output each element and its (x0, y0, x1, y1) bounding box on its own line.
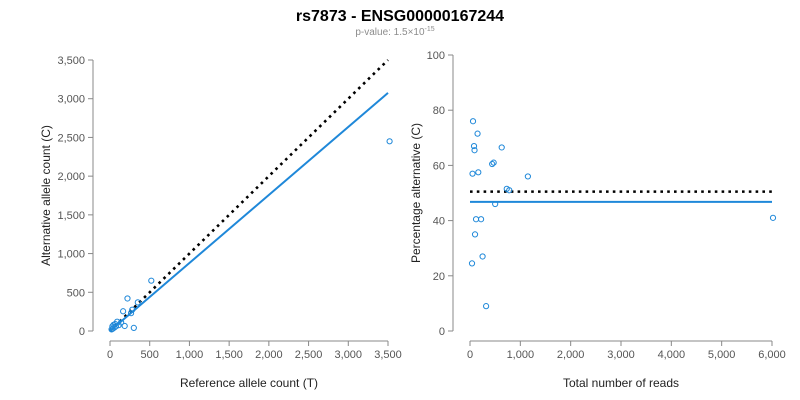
left-panel: 0 500 1,000 1,500 2,000 2,500 3,000 3,500 0 500 1,… (39, 55, 402, 390)
left-x-tick-label: 3,500 (374, 349, 402, 361)
right-data-point (490, 159, 497, 166)
right-y-tick-label: 80 (433, 105, 445, 117)
left-y-tick-label: 500 (67, 287, 85, 299)
left-data-point (124, 295, 131, 302)
left-data-point (386, 138, 393, 145)
right-y-axis-label: Percentage alternative (C) (409, 123, 423, 263)
right-data-point (489, 160, 496, 168)
left-x-axis-label: Reference allele count (T) (180, 376, 318, 390)
right-y-tick-label: 40 (433, 216, 445, 228)
right-x-tick-label: 5,000 (708, 349, 736, 361)
left-fit-line (109, 92, 389, 332)
right-y-tick-label: 0 (439, 326, 445, 338)
left-data-point (121, 322, 128, 330)
right-x-tick-label: 1,000 (507, 349, 535, 361)
right-data-point (506, 187, 513, 194)
left-y-tick-label: 3,500 (57, 55, 85, 67)
right-x-tick-label: 0 (467, 349, 473, 361)
right-x-tick-label: 2,000 (557, 349, 585, 361)
left-data-point (130, 324, 137, 332)
right-x-tick-label: 4,000 (658, 349, 686, 361)
left-x-tick-label: 1,000 (176, 349, 204, 361)
left-x-tick-label: 2,000 (255, 349, 283, 361)
left-reference-line (109, 59, 389, 332)
right-data-point (469, 118, 477, 125)
right-data-point (469, 170, 476, 177)
subtitle-exponent: -15 (425, 26, 435, 33)
left-x-tick-label: 2,500 (295, 349, 323, 361)
right-data-point (483, 303, 490, 310)
left-data-point (120, 308, 127, 315)
right-y-tick-label: 20 (433, 271, 445, 283)
right-data-point (471, 231, 479, 238)
right-y-tick-label: 100 (427, 50, 445, 62)
left-y-tick-label: 2,000 (57, 171, 85, 183)
right-data-point (472, 216, 480, 223)
right-data-point (479, 253, 486, 260)
right-data-point (524, 173, 531, 180)
right-x-tick-label: 6,000 (758, 349, 786, 361)
right-data-point (468, 260, 476, 267)
left-x-tick-label: 1,500 (215, 349, 243, 361)
right-data-point (470, 142, 478, 150)
right-x-axis-label: Total number of reads (563, 376, 679, 390)
right-data-point (769, 214, 777, 221)
left-y-tick-label: 1,000 (57, 249, 85, 261)
right-data-point (475, 169, 482, 176)
left-x-tick-label: 0 (107, 349, 113, 361)
right-data-point (498, 144, 505, 151)
left-y-tick-label: 3,000 (57, 94, 85, 106)
chart-subtitle: p-value: 1.5×10-15 (355, 26, 434, 38)
left-y-axis-label: Alternative allele count (C) (39, 125, 53, 266)
right-data-point (492, 200, 499, 208)
right-data-point (474, 130, 481, 137)
left-data-point (114, 318, 121, 325)
right-panel: 0 1,000 2,000 3,000 4,000 5,000 6,000 0 20 40 60 80… (409, 50, 786, 390)
left-y-tick-label: 1,500 (57, 210, 85, 222)
left-x-tick-label: 3,000 (335, 349, 363, 361)
right-data-point (477, 216, 485, 223)
left-y-tick-label: 2,500 (57, 132, 85, 144)
left-x-tick-label: 500 (141, 349, 159, 361)
chart-title: rs7873 - ENSG00000167244 (296, 8, 504, 25)
left-data-point (129, 306, 136, 313)
left-data-point (127, 310, 135, 317)
right-x-tick-label: 3,000 (607, 349, 635, 361)
left-data-point (118, 319, 125, 326)
right-y-tick-label: 60 (433, 160, 445, 172)
left-y-tick-label: 0 (79, 326, 85, 338)
left-data-point (148, 277, 155, 284)
left-data-point (134, 299, 141, 306)
subtitle-prefix: p-value: 1.5×10 (355, 27, 425, 38)
right-data-point (471, 147, 478, 154)
